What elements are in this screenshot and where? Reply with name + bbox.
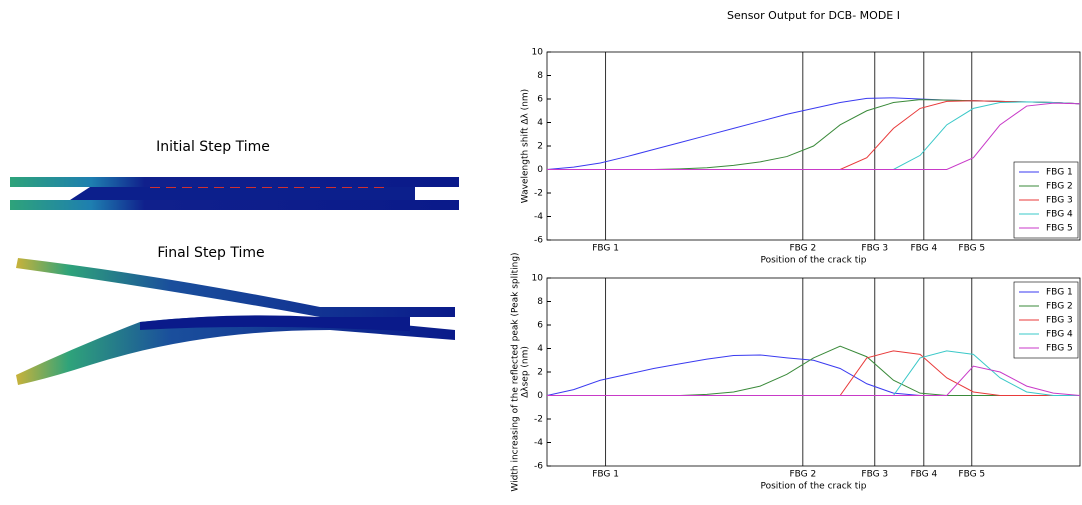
y-tick-label: 0 xyxy=(537,165,543,175)
x-tick-label: FBG 4 xyxy=(910,470,937,480)
y-tick-label: 2 xyxy=(537,142,543,152)
legend-label: FBG 1 xyxy=(1046,168,1073,178)
page: Initial Step Time Final Step Time Sensor… xyxy=(0,0,1082,501)
upper-arm xyxy=(10,177,459,187)
gap xyxy=(415,187,459,200)
x-tick-label: FBG 1 xyxy=(592,470,619,480)
lower-arm xyxy=(10,200,459,210)
x-tick-label: FBG 1 xyxy=(592,244,619,254)
y-axis-label: Δλsep (nm) xyxy=(521,346,531,398)
series-line xyxy=(547,346,1080,395)
y-tick-label: -6 xyxy=(534,462,543,472)
series-line xyxy=(547,100,1080,170)
series-line xyxy=(547,101,1080,170)
x-tick-label: FBG 2 xyxy=(789,470,816,480)
legend-label: FBG 2 xyxy=(1046,302,1073,312)
x-axis-label: Position of the crack tip xyxy=(761,482,867,492)
legend-label: FBG 5 xyxy=(1046,224,1073,234)
y-tick-label: 4 xyxy=(537,118,543,128)
initial-label: Initial Step Time xyxy=(156,139,270,155)
series-line xyxy=(547,98,1080,170)
x-tick-label: FBG 2 xyxy=(789,244,816,254)
y-tick-label: -4 xyxy=(534,212,543,222)
y-axis-label: Width increasing of the reflected peak (… xyxy=(511,252,521,491)
y-tick-label: -6 xyxy=(534,236,543,246)
legend-label: FBG 1 xyxy=(1046,288,1073,298)
y-axis-label: Wavelength shift Δλ (nm) xyxy=(521,89,531,203)
final-label: Final Step Time xyxy=(157,245,264,261)
series-line xyxy=(547,355,1080,396)
fe-model: Initial Step Time Final Step Time xyxy=(10,139,459,385)
y-tick-label: 10 xyxy=(532,48,544,58)
y-tick-label: 6 xyxy=(537,95,543,105)
legend-label: FBG 3 xyxy=(1046,196,1073,206)
x-axis-label: Position of the crack tip xyxy=(761,256,867,266)
y-tick-label: 6 xyxy=(537,321,543,331)
y-tick-label: -2 xyxy=(534,189,543,199)
bond xyxy=(70,187,415,200)
y-tick-label: 8 xyxy=(537,297,543,307)
y-tick-label: 10 xyxy=(532,274,544,284)
series-line xyxy=(547,366,1080,395)
y-tick-label: -2 xyxy=(534,415,543,425)
y-tick-label: 4 xyxy=(537,344,543,354)
series-line xyxy=(547,103,1080,169)
y-tick-label: -4 xyxy=(534,438,543,448)
y-tick-label: 8 xyxy=(537,71,543,81)
x-tick-label: FBG 3 xyxy=(861,470,888,480)
y-tick-label: 0 xyxy=(537,391,543,401)
final-upper xyxy=(16,258,455,317)
y-tick-label: 2 xyxy=(537,368,543,378)
legend-label: FBG 4 xyxy=(1046,210,1073,220)
legend-label: FBG 4 xyxy=(1046,330,1073,340)
legend-label: FBG 2 xyxy=(1046,182,1073,192)
chart-title: Sensor Output for DCB- MODE I xyxy=(727,9,900,22)
x-tick-label: FBG 5 xyxy=(958,244,985,254)
x-tick-label: FBG 4 xyxy=(910,244,937,254)
x-tick-label: FBG 3 xyxy=(861,244,888,254)
legend-label: FBG 3 xyxy=(1046,316,1073,326)
x-tick-label: FBG 5 xyxy=(958,470,985,480)
legend-label: FBG 5 xyxy=(1046,344,1073,354)
series-line xyxy=(547,102,1080,170)
